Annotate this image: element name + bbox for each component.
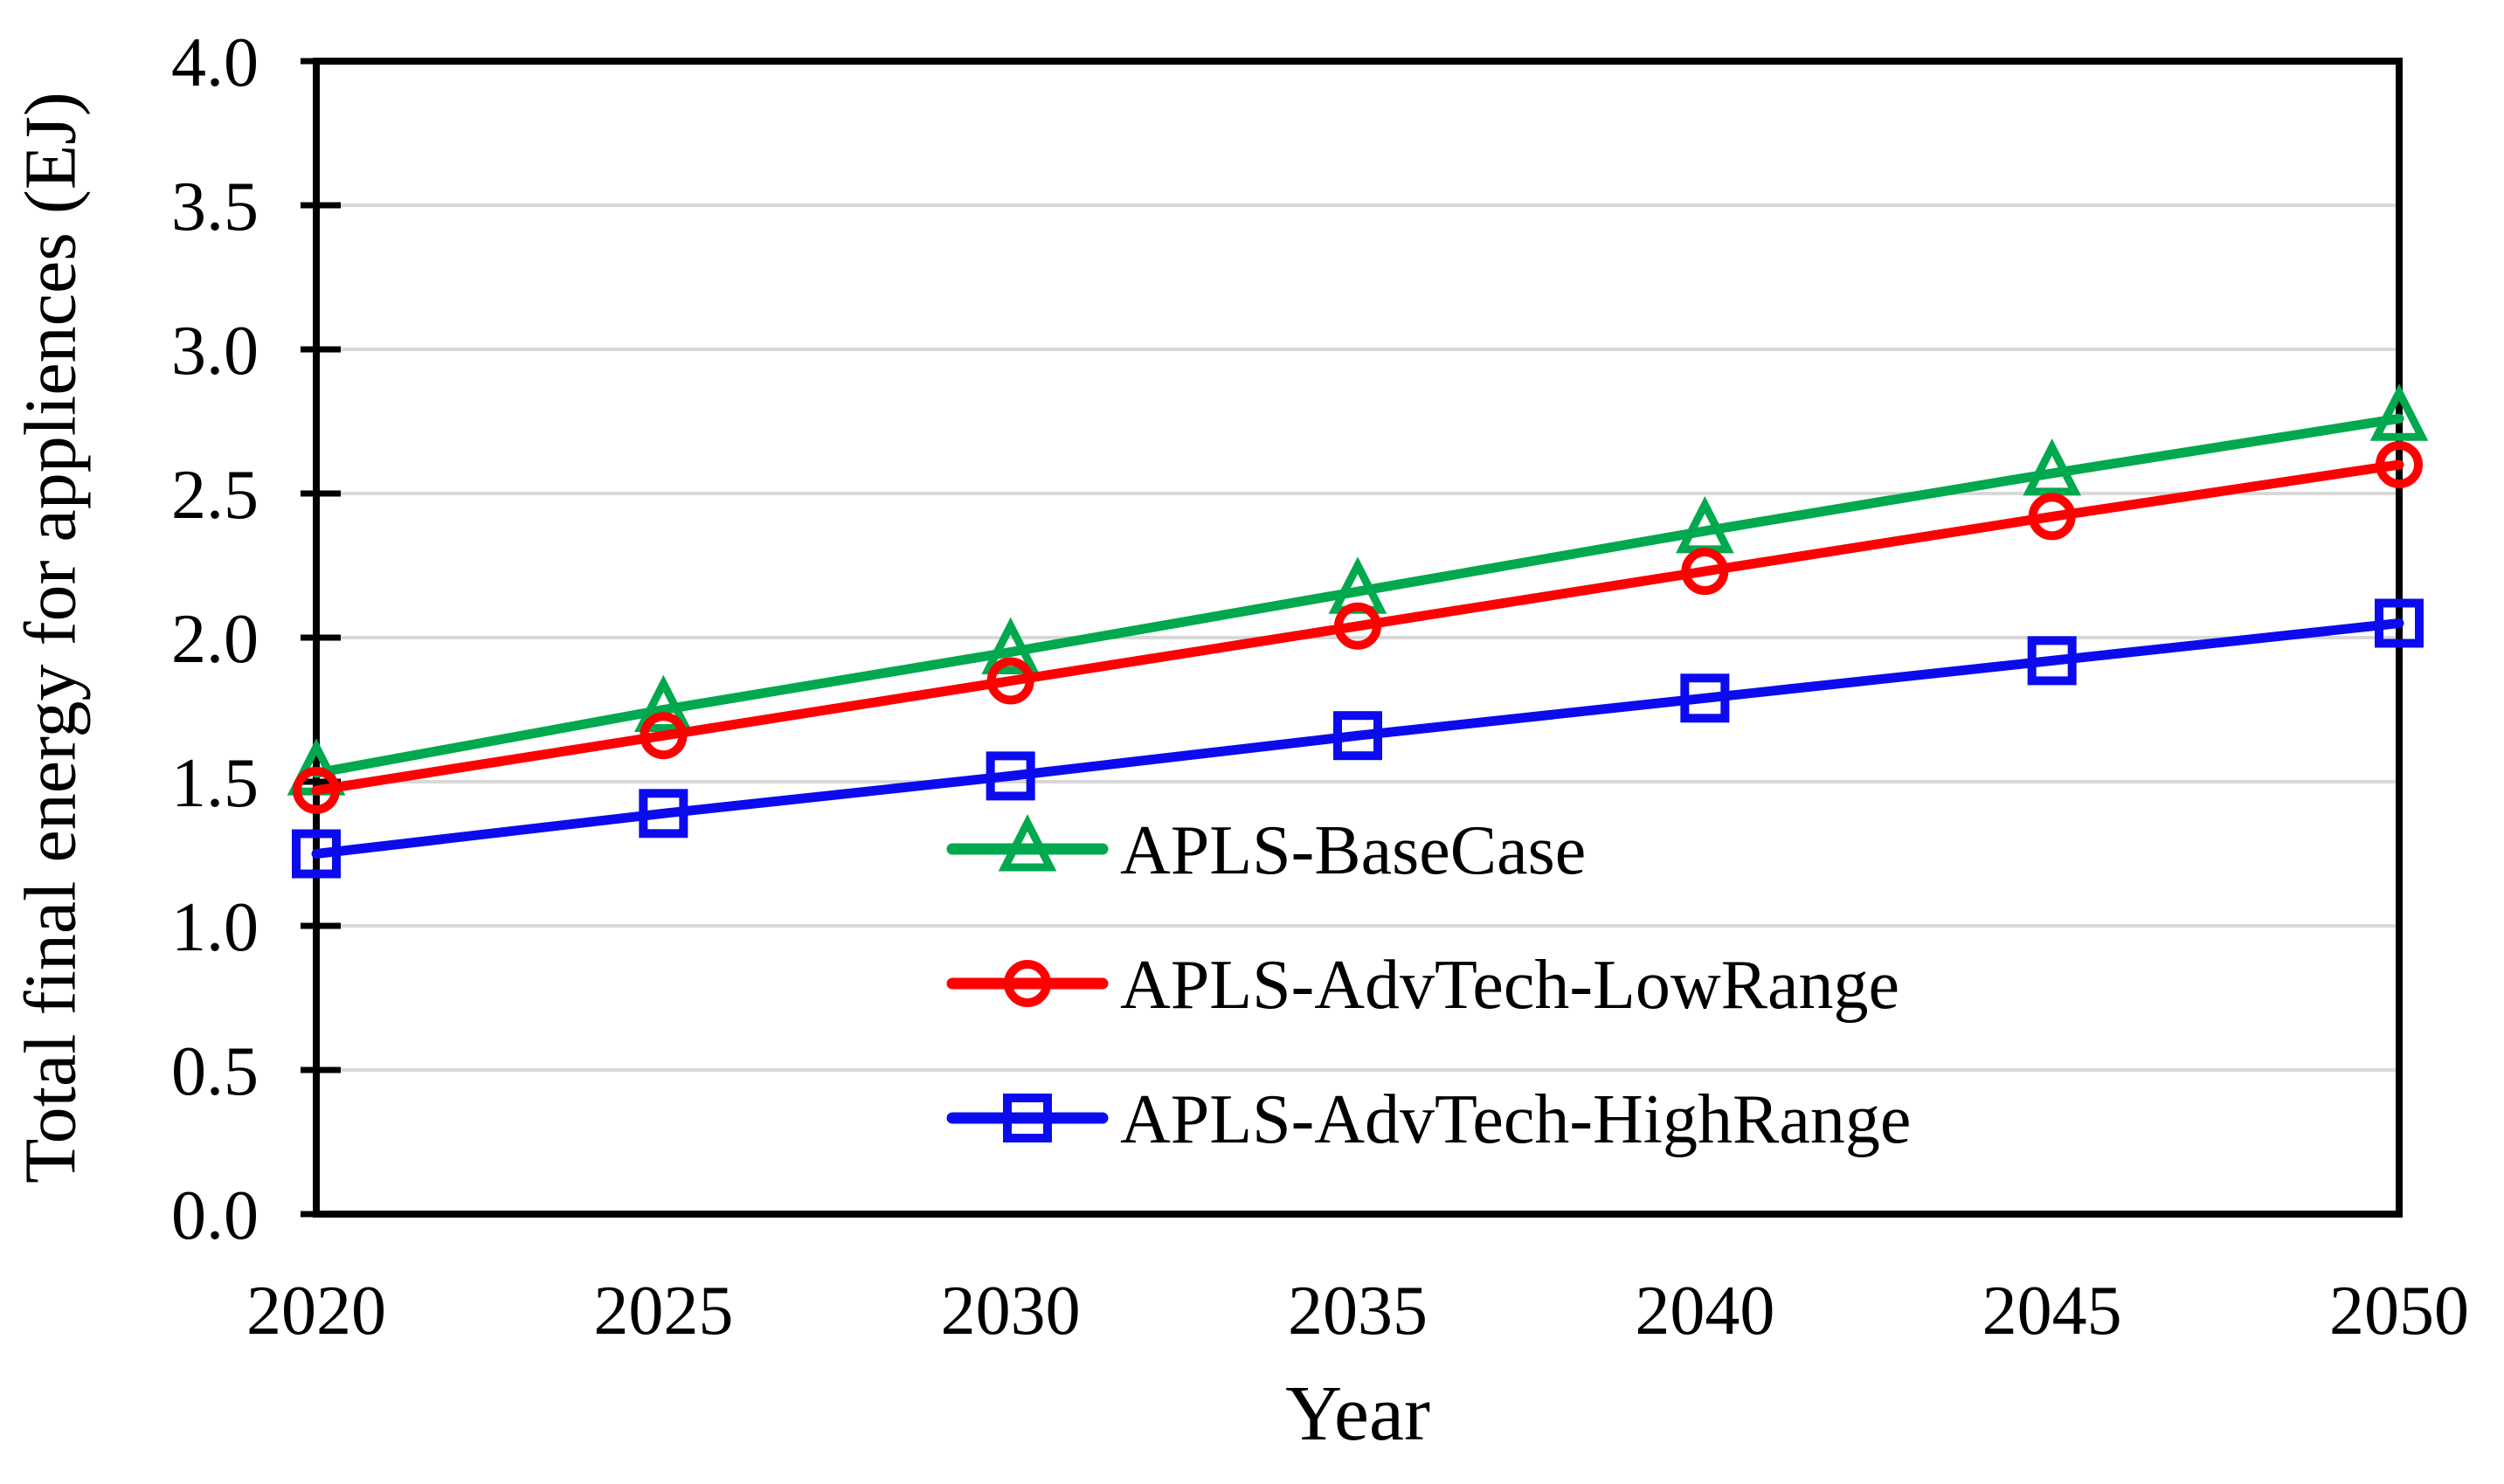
legend-marker-triangle [998,814,1057,872]
legend: APLS-BaseCase APLS-AdvTech-LowRange APLS-A… [946,812,1911,1158]
data-marker-apls-advtech-lowrange [1681,548,1729,596]
series-apls-advtech-lowrange [293,441,2423,814]
data-marker-apls-advtech-highrange [639,789,688,839]
y-axis-title: Total final energy for appliences (EJ) [10,92,92,1184]
data-marker-apls-basecase [633,674,693,732]
legend-marker-circle [1004,960,1051,1007]
data-marker-apls-advtech-lowrange [640,712,688,760]
x-tick-label: 2020 [246,1273,386,1349]
data-marker-apls-basecase [981,617,1041,674]
x-tick-label: 2050 [2329,1273,2469,1349]
series-line-apls-advtech-highrange [311,618,2404,859]
y-axis-tick-labels: 4.0 3.5 3.0 2.5 2.0 1.5 1.0 0.5 0.0 [171,24,259,1254]
series-apls-advtech-highrange [292,598,2424,879]
y-tick-label: 0.0 [171,1177,259,1254]
plot-border [313,58,2403,1218]
data-marker-apls-advtech-highrange [986,751,1035,801]
x-tick-label: 2030 [941,1273,1081,1349]
x-axis-title: Year [1285,1370,1430,1457]
data-marker-apls-advtech-lowrange [2376,441,2423,488]
x-tick-label: 2035 [1288,1273,1428,1349]
data-marker-apls-advtech-highrange [1333,711,1382,761]
data-marker-apls-advtech-highrange [2375,598,2424,648]
x-tick-label: 2045 [1982,1273,2122,1349]
series-line-apls-advtech-lowrange [311,459,2404,796]
legend-label: APLS-AdvTech-LowRange [1120,947,1899,1024]
legend-item-apls-basecase: APLS-BaseCase [946,812,1586,889]
y-tick-label: 0.5 [171,1033,259,1110]
y-tick-label: 2.0 [171,601,259,678]
data-marker-apls-advtech-highrange [292,829,341,879]
x-tick-label: 2040 [1635,1273,1774,1349]
data-marker-apls-basecase [2023,438,2082,496]
data-marker-apls-advtech-lowrange [986,657,1034,705]
data-marker-apls-basecase [2369,383,2429,441]
legend-item-apls-advtech-highrange: APLS-AdvTech-HighRange [946,1081,1911,1158]
y-tick-label: 3.0 [171,313,259,390]
data-series [287,383,2429,879]
x-axis-tick-labels: 2020 2025 2030 2035 2040 2045 2050 [246,1273,2469,1349]
data-marker-apls-advtech-highrange [2027,636,2077,686]
legend-label: APLS-AdvTech-HighRange [1120,1081,1911,1158]
data-marker-apls-advtech-lowrange [1334,602,1381,650]
legend-item-apls-advtech-lowrange: APLS-AdvTech-LowRange [946,947,1899,1024]
y-tick-label: 1.5 [171,745,259,822]
x-tick-label: 2025 [593,1273,733,1349]
y-tick-label: 3.5 [171,169,259,245]
y-tick-label: 1.0 [171,889,259,966]
y-axis-ticks [301,58,341,1218]
y-tick-label: 4.0 [171,24,259,101]
y-tick-label: 2.5 [171,457,259,534]
data-marker-apls-advtech-lowrange [293,766,340,814]
series-line-apls-basecase [311,413,2404,778]
legend-label: APLS-BaseCase [1120,812,1586,889]
data-marker-apls-advtech-lowrange [2028,493,2076,541]
data-marker-apls-advtech-highrange [1680,673,1730,723]
legend-marker-square [1003,1094,1052,1142]
gridlines [316,204,2399,1072]
